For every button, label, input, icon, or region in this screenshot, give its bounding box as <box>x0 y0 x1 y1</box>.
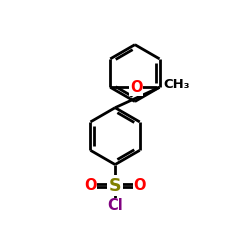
Text: O: O <box>130 80 142 95</box>
Text: O: O <box>134 178 146 193</box>
Text: S: S <box>109 176 121 194</box>
Text: O: O <box>84 178 97 193</box>
Text: CH₃: CH₃ <box>164 78 190 91</box>
Text: Cl: Cl <box>107 198 123 213</box>
